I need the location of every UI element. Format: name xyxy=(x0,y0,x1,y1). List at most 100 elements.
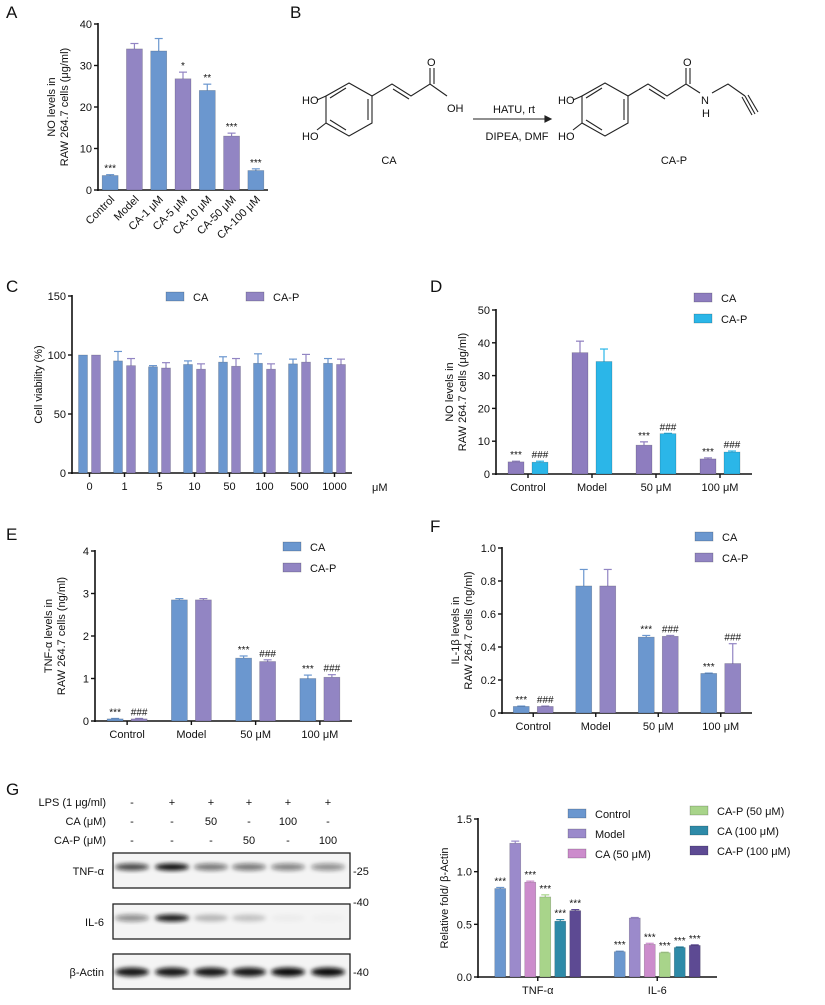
y-axis-label: RAW 264.7 cells (μg/ml) xyxy=(457,333,469,451)
condition-value: + xyxy=(285,797,291,809)
panel-label-c: C xyxy=(6,277,18,296)
bar xyxy=(235,657,252,722)
legend-label: CA xyxy=(721,293,737,305)
y-axis-label: Relative fold/ β-Actin xyxy=(439,847,451,948)
legend-swatch xyxy=(567,808,587,819)
x-tick-label: TNF-α xyxy=(522,985,554,997)
bar xyxy=(301,361,311,474)
bar xyxy=(336,364,346,474)
bar xyxy=(494,888,507,978)
bar xyxy=(106,718,124,722)
atom-o: O xyxy=(427,57,436,69)
y-tick-label: 20 xyxy=(80,102,92,114)
y-axis-label: RAW 264.7 cells (ng/ml) xyxy=(56,577,68,695)
bar xyxy=(323,362,333,474)
western-blot: LPS (1 μg/ml) - + + + + + CA (μM) - - 50 - 100 - CA-P … xyxy=(39,797,369,990)
bar xyxy=(126,48,143,191)
bar xyxy=(659,433,677,475)
legend-label: CA (100 μM) xyxy=(717,826,779,838)
significance-label: ### xyxy=(324,664,341,675)
legend-label: CA xyxy=(722,532,738,544)
atom-o: O xyxy=(683,57,692,69)
chart-a: 0 10 20 30 40 NO levels in RAW 264.7 cells (μg… xyxy=(46,19,268,242)
y-tick-label: 1 xyxy=(83,674,89,686)
bar xyxy=(536,706,554,714)
protein-band xyxy=(194,863,228,871)
panel-label-g: G xyxy=(6,780,19,799)
bar xyxy=(195,599,212,722)
significance-label: *** xyxy=(302,664,314,675)
reagents-top: HATU, rt xyxy=(493,104,535,116)
blot-row-label: β-Actin xyxy=(70,967,104,979)
protein-band xyxy=(311,915,345,922)
bar xyxy=(266,368,276,474)
y-tick-label: 30 xyxy=(80,61,92,73)
legend-swatch xyxy=(567,848,587,859)
significance-label: *** xyxy=(226,122,238,133)
significance-label: ### xyxy=(131,707,148,718)
y-tick-label: 1.0 xyxy=(457,867,472,879)
protein-band xyxy=(155,914,189,922)
significance-label: * xyxy=(181,61,185,72)
x-tick-label: Model xyxy=(176,729,206,741)
protein-band xyxy=(271,915,305,922)
x-tick-label: Model xyxy=(577,482,607,494)
condition-value: - xyxy=(286,835,290,847)
significance-label: *** xyxy=(644,932,656,943)
y-axis-label: IL-1β levels in xyxy=(450,596,462,664)
significance-label: *** xyxy=(104,164,116,175)
protein-band xyxy=(194,967,228,977)
significance-label: *** xyxy=(640,624,652,635)
bar xyxy=(259,661,276,722)
chart-g: 0.0 0.5 1.0 1.5 Relative fold/ β-Actin TNF-α *… xyxy=(439,805,790,997)
x-tick-label: Model xyxy=(581,721,611,733)
legend-swatch xyxy=(694,552,714,563)
bar xyxy=(218,361,228,474)
atom-ho: HO xyxy=(302,95,319,107)
bar xyxy=(231,365,241,474)
y-tick-label: 4 xyxy=(83,546,89,558)
reactant-name: CA xyxy=(381,155,397,167)
blot-row-label: TNF-α xyxy=(73,866,105,878)
bar xyxy=(247,170,265,191)
y-tick-label: 0.2 xyxy=(481,675,496,687)
bar xyxy=(723,451,741,475)
bar xyxy=(198,90,216,191)
y-tick-label: 50 xyxy=(478,305,490,317)
chart-d: 0 10 20 30 40 50 NO levels in RAW 264.7 cells (… xyxy=(444,292,752,494)
protein-band xyxy=(232,967,266,977)
bar xyxy=(700,673,718,714)
legend-swatch xyxy=(693,292,713,303)
condition-value: + xyxy=(169,797,175,809)
atom-ho: HO xyxy=(558,131,575,143)
condition-value: - xyxy=(170,816,174,828)
significance-label: *** xyxy=(515,695,527,706)
chart-c: 0 50 100 150 Cell viability (%) 0 1 5 10 50 100 500… xyxy=(33,291,388,494)
molecular-weight-marker: -40 xyxy=(353,897,369,909)
reaction-scheme xyxy=(316,68,759,137)
y-tick-label: 0 xyxy=(490,708,496,720)
legend-label: CA (50 μM) xyxy=(595,849,651,861)
condition-value: + xyxy=(246,797,252,809)
y-tick-label: 1.0 xyxy=(481,543,496,555)
panel-label-b: B xyxy=(290,3,301,22)
bar xyxy=(554,920,567,978)
y-tick-label: 0 xyxy=(86,185,92,197)
atom-ho: HO xyxy=(558,95,575,107)
protein-band xyxy=(311,967,345,977)
bar xyxy=(724,663,742,714)
legend-swatch xyxy=(689,805,709,816)
atom-oh: OH xyxy=(447,103,464,115)
y-tick-label: 0 xyxy=(484,469,490,481)
bar xyxy=(595,361,613,475)
legend-label: Control xyxy=(595,809,630,821)
bar xyxy=(699,458,717,475)
condition-label: CA-P (μM) xyxy=(54,835,106,847)
x-tick-label: Control xyxy=(84,194,118,228)
significance-label: *** xyxy=(569,899,581,910)
y-tick-label: 150 xyxy=(48,291,66,303)
condition-value: - xyxy=(326,816,330,828)
bar xyxy=(643,944,656,978)
